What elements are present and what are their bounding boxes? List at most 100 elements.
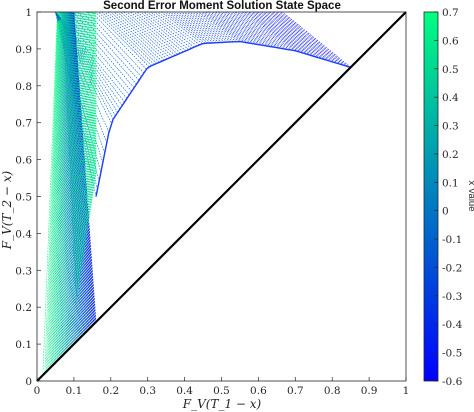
solution-curve — [85, 11, 91, 216]
solution-curve — [101, 11, 155, 65]
solution-curve — [55, 11, 62, 363]
colorbar-tick-label: -0.2 — [442, 262, 462, 274]
solution-curve — [189, 11, 231, 43]
colorbar-tick-label: 0.7 — [442, 7, 459, 19]
solution-curve — [280, 11, 348, 67]
diagonal-line — [36, 11, 407, 382]
solution-curve — [234, 11, 284, 50]
solution-curve — [65, 11, 78, 294]
solution-curve — [87, 11, 92, 206]
solution-curve — [217, 11, 263, 46]
colorbar-tick-label: -0.3 — [442, 291, 462, 303]
colorbar-tick-label: -0.6 — [442, 376, 463, 388]
solution-curve — [70, 11, 84, 335]
solution-curve — [195, 11, 237, 42]
solution-curve — [73, 11, 95, 325]
solution-curve — [50, 11, 60, 367]
solution-curve — [224, 11, 272, 48]
y-tick-label: 0 — [25, 376, 32, 388]
solution-curve — [55, 11, 108, 143]
solution-curve — [73, 11, 97, 322]
solution-curve — [203, 11, 246, 43]
solution-curve — [48, 11, 59, 370]
solution-curve — [54, 11, 61, 364]
x-tick-label: 0.9 — [361, 385, 378, 397]
solution-curve — [242, 11, 293, 51]
solution-curve — [229, 11, 278, 49]
solution-curve — [55, 11, 98, 190]
solution-curve — [259, 11, 317, 58]
solution-curve — [87, 11, 92, 208]
solution-curve — [67, 11, 80, 285]
solution-curve — [200, 11, 243, 43]
solution-curve — [81, 11, 88, 230]
solution-curve — [127, 11, 176, 56]
y-tick-label: 0.9 — [15, 44, 32, 56]
solution-curve — [64, 11, 68, 351]
solution-curve — [107, 11, 160, 63]
solution-curve — [81, 11, 88, 232]
solution-curve — [52, 11, 61, 366]
solution-curve — [117, 11, 168, 60]
solution-curve — [237, 11, 287, 50]
solution-curve — [49, 11, 60, 369]
colorbar-tick-label: 0.2 — [442, 149, 459, 161]
solution-curve — [77, 11, 140, 81]
solution-curve — [90, 11, 93, 196]
solution-curve — [140, 11, 187, 52]
colorbar-tick-label: -0.4 — [442, 319, 463, 331]
solution-curve — [82, 11, 142, 77]
colorbar-tick-label: 0.3 — [442, 121, 459, 133]
solution-curve — [123, 11, 173, 57]
solution-curve — [137, 11, 184, 53]
solution-curve — [95, 11, 150, 67]
solution-curve — [64, 11, 68, 352]
solution-curve — [212, 11, 257, 45]
solution-curve — [73, 11, 83, 263]
colorbar-tick-label: 0.5 — [442, 64, 459, 76]
solution-curve — [63, 11, 78, 299]
solution-curve — [92, 11, 95, 187]
solution-curve — [78, 11, 86, 242]
solution-curve — [77, 11, 86, 244]
solution-curve — [58, 11, 63, 360]
solution-curve — [84, 11, 90, 220]
solution-curve — [59, 11, 63, 359]
y-tick-label: 0.5 — [15, 192, 32, 204]
solution-curve — [91, 11, 147, 70]
solution-curves — [42, 11, 351, 376]
solution-curve — [180, 11, 223, 43]
solution-curve — [70, 11, 84, 335]
x-tick-label: 0.8 — [324, 385, 341, 397]
solution-curve — [198, 11, 240, 42]
solution-curve — [192, 11, 234, 43]
solution-curve — [77, 11, 86, 247]
solution-curve — [110, 11, 163, 62]
solution-curve — [246, 11, 299, 52]
solution-curve — [70, 11, 82, 273]
x-tick-label: 0.2 — [102, 385, 119, 397]
solution-curve — [133, 11, 181, 54]
solution-curve — [83, 11, 89, 223]
solution-curve — [215, 11, 260, 46]
x-tick-label: 0.5 — [213, 385, 230, 397]
solution-curve — [74, 11, 84, 259]
solution-curve — [55, 11, 112, 123]
solution-curve — [164, 11, 206, 44]
colorbar-ticks: 0.7 0.6 0.5 0.4 0.3 0.2 0.1 0 -0.1 -0.2 -0.3 -0.4 -0… — [434, 7, 463, 388]
solution-curve — [220, 11, 266, 47]
colorbar-tick-label: 0.6 — [442, 35, 459, 47]
solution-curve — [227, 11, 275, 48]
y-tick-label: 0.8 — [15, 81, 32, 93]
solution-curve — [56, 11, 62, 362]
solution-curve — [269, 11, 333, 63]
solution-curve — [255, 11, 311, 56]
solution-curve — [172, 11, 214, 44]
solution-curve — [49, 11, 60, 368]
solution-curve — [57, 11, 62, 361]
solution-curve — [205, 11, 249, 44]
solution-curve — [210, 11, 254, 45]
solution-curve — [47, 11, 59, 371]
chart-title: Second Error Moment Solution State Space — [103, 0, 341, 12]
solution-curve — [186, 11, 228, 43]
